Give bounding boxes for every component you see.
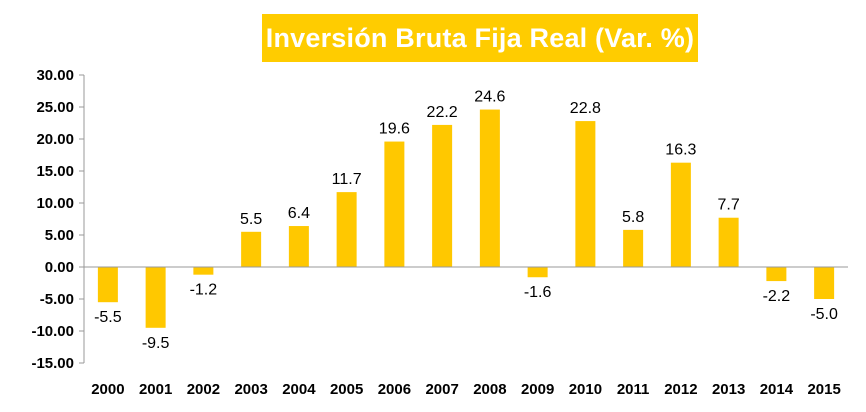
bar — [718, 217, 739, 267]
y-tick-label: 25.00 — [36, 99, 74, 116]
x-tick-label: 2014 — [760, 381, 794, 398]
x-tick-label: 2009 — [521, 381, 554, 398]
bar — [670, 162, 691, 267]
bar-value-label: -9.5 — [142, 335, 170, 352]
bar — [145, 267, 166, 328]
y-tick-label: -15.00 — [31, 355, 74, 372]
x-tick-label: 2000 — [91, 381, 124, 398]
bar — [814, 267, 835, 299]
bar-value-label: -1.6 — [524, 284, 552, 301]
x-tick-label: 2001 — [139, 381, 172, 398]
x-tick-label: 2003 — [234, 381, 267, 398]
bar-value-label: 19.6 — [379, 121, 410, 138]
bar — [97, 267, 118, 303]
y-tick-label: 10.00 — [36, 195, 74, 212]
bar — [479, 109, 500, 267]
bar — [623, 229, 644, 267]
x-tick-label: 2011 — [617, 381, 650, 398]
bar — [766, 267, 787, 282]
bar-value-label: 5.5 — [240, 211, 262, 228]
chart-title: Inversión Bruta Fija Real (Var. %) — [262, 14, 698, 62]
bar — [241, 231, 262, 267]
bar — [432, 124, 453, 267]
y-tick-label: 30.00 — [36, 67, 74, 84]
bar-value-label: -2.2 — [763, 288, 791, 305]
x-tick-label: 2005 — [330, 381, 363, 398]
x-tick-label: 2008 — [473, 381, 506, 398]
bar-value-label: 16.3 — [665, 142, 696, 159]
bar — [288, 226, 309, 267]
bar — [336, 192, 357, 267]
x-tick-label: 2002 — [187, 381, 220, 398]
bar-value-label: 11.7 — [332, 171, 362, 188]
bar-value-label: -5.0 — [810, 306, 838, 323]
y-tick-label: -10.00 — [31, 323, 74, 340]
y-tick-label: 20.00 — [36, 131, 74, 148]
bar-value-label: 5.8 — [622, 209, 644, 226]
y-tick-label: 15.00 — [36, 163, 74, 180]
bar-value-label: -1.2 — [190, 282, 218, 299]
bar — [527, 267, 548, 278]
y-tick-label: 0.00 — [45, 259, 74, 276]
x-tick-label: 2007 — [425, 381, 458, 398]
bar — [384, 141, 405, 267]
x-tick-label: 2013 — [712, 381, 745, 398]
bar-value-label: 22.8 — [570, 100, 601, 117]
bar-value-label: 24.6 — [474, 89, 505, 106]
bar-value-label: 7.7 — [718, 197, 740, 214]
y-tick-label: 5.00 — [45, 227, 74, 244]
bar-value-label: 6.4 — [288, 205, 310, 222]
bar — [193, 267, 214, 275]
bar-value-label: 22.2 — [427, 104, 458, 121]
x-tick-label: 2012 — [664, 381, 697, 398]
x-tick-label: 2004 — [282, 381, 316, 398]
bar-value-label: -5.5 — [94, 309, 122, 326]
x-tick-label: 2010 — [569, 381, 602, 398]
y-tick-label: -5.00 — [40, 291, 74, 308]
bar — [575, 121, 596, 267]
x-tick-label: 2006 — [378, 381, 411, 398]
x-tick-label: 2015 — [807, 381, 840, 398]
